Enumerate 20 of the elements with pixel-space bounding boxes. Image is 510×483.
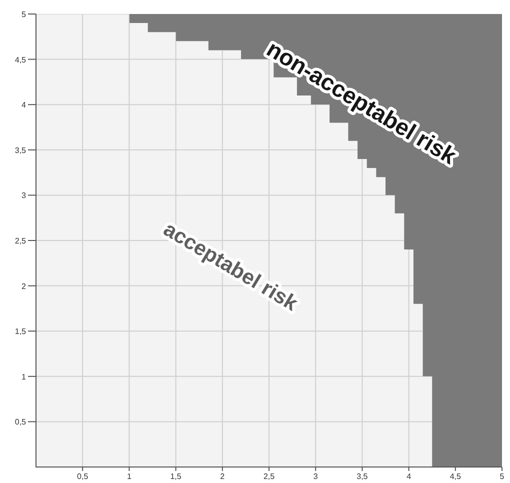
y-tick-label: 3 — [22, 191, 27, 200]
y-tick-label: 1 — [22, 372, 27, 382]
y-tick-label: 4 — [22, 100, 27, 110]
y-tick-label: 1,5 — [14, 327, 27, 336]
x-tick-label: 5 — [500, 472, 505, 481]
x-tick-label: 1 — [126, 472, 132, 481]
y-tick-label: 3,5 — [14, 146, 27, 155]
x-tick-label: 4,5 — [450, 472, 462, 481]
y-tick-label: 2 — [22, 282, 27, 291]
x-tick-label: 2,5 — [263, 472, 276, 481]
x-tick-label: 4 — [406, 472, 412, 481]
x-tick-label: 2 — [220, 472, 226, 481]
y-tick-label: 0,5 — [14, 418, 27, 427]
y-tick-label: 4,5 — [14, 55, 27, 64]
x-tick-label: 0,5 — [77, 472, 89, 481]
y-tick-label: 2,5 — [14, 236, 27, 246]
x-tick-label: 1,5 — [170, 472, 182, 481]
x-tick-label: 3,5 — [356, 472, 368, 481]
x-tick-label: 3 — [313, 472, 318, 481]
y-tick-label: 5 — [22, 10, 27, 19]
